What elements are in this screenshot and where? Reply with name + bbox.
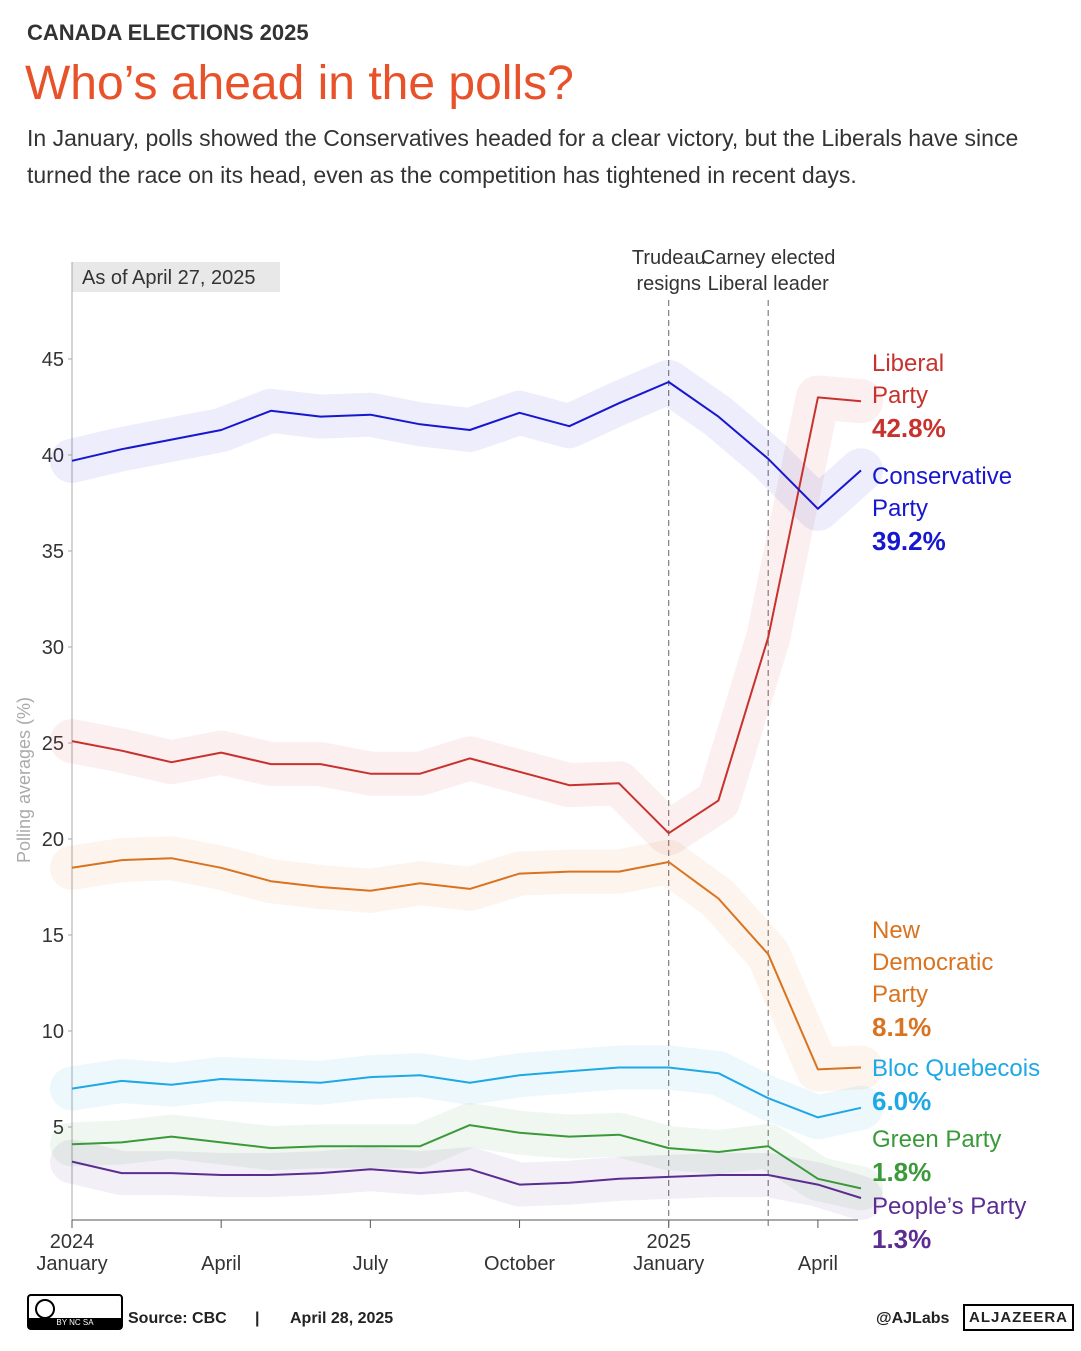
series-value: 8.1% bbox=[872, 1012, 932, 1042]
series-name: Conservative Party bbox=[872, 463, 1013, 522]
series-line bbox=[71, 1066, 862, 1119]
x-tick-label: April bbox=[201, 1253, 241, 1275]
series-value: 42.8% bbox=[872, 413, 946, 443]
y-axis-label: Polling averages (%) bbox=[14, 697, 34, 863]
series-value: 6.0% bbox=[872, 1086, 932, 1116]
note-box bbox=[72, 262, 280, 292]
series-line bbox=[71, 396, 862, 835]
series-name: Liberal Party bbox=[872, 350, 945, 409]
y-tick-label: 20 bbox=[42, 829, 64, 851]
license: BY NC SA bbox=[29, 1318, 121, 1328]
cc-icon bbox=[35, 1299, 55, 1319]
x-tick-label: January bbox=[36, 1253, 107, 1275]
confidence-band bbox=[50, 1139, 883, 1220]
date: April 28, 2025 bbox=[290, 1310, 394, 1327]
series-label: New Democratic Party 8.1% bbox=[872, 915, 1032, 1043]
chart: As of April 27, 2025 Polling averages (%… bbox=[14, 247, 883, 1275]
series-line bbox=[71, 857, 862, 1071]
series-label: Green Party 1.8% bbox=[872, 1124, 1081, 1188]
confidence-band bbox=[50, 836, 883, 1092]
series-value: 1.3% bbox=[872, 1224, 932, 1254]
series-value: 39.2% bbox=[872, 526, 946, 556]
series-line bbox=[71, 1160, 862, 1199]
series-name: New Democratic Party bbox=[872, 917, 994, 1008]
y-tick-label: 30 bbox=[42, 637, 64, 659]
x-tick-label: July bbox=[353, 1253, 389, 1275]
subtitle: In January, polls showed the Conservativ… bbox=[27, 125, 1019, 188]
y-tick-label: 35 bbox=[42, 541, 64, 563]
y-tick-label: 10 bbox=[42, 1021, 64, 1043]
license-badge: BY NC SA bbox=[27, 1294, 123, 1330]
footer: BY NC SA Source: CBC | April 28, 2025 @A… bbox=[0, 1294, 1081, 1340]
y-tick-label: 25 bbox=[42, 733, 64, 755]
series-name: People’s Party bbox=[872, 1193, 1027, 1220]
event-label: Carney elected Liberal leader bbox=[701, 247, 836, 295]
series-value: 1.8% bbox=[872, 1157, 932, 1187]
x-tick-label: October bbox=[484, 1253, 555, 1275]
y-tick-label: 45 bbox=[42, 349, 64, 371]
x-tick-label: April bbox=[798, 1253, 838, 1275]
series-label: Liberal Party 42.8% bbox=[872, 348, 972, 444]
series-name: Green Party bbox=[872, 1126, 1002, 1153]
x-tick-label: January bbox=[633, 1253, 704, 1275]
series-line bbox=[71, 381, 862, 510]
note: As of April 27, 2025 bbox=[82, 267, 255, 289]
brand: ALJAZEERA bbox=[963, 1304, 1075, 1331]
y-tick-label: 15 bbox=[42, 925, 64, 947]
series-name: Bloc Quebecois bbox=[872, 1055, 1041, 1082]
handle: @AJLabs bbox=[876, 1310, 950, 1327]
series-label: Conservative Party 39.2% bbox=[872, 461, 1042, 557]
y-tick-label: 40 bbox=[42, 445, 64, 467]
y-tick-label: 5 bbox=[53, 1117, 64, 1139]
confidence-band bbox=[50, 360, 883, 531]
x-tick-year: 2024 bbox=[50, 1231, 95, 1253]
x-tick-year: 2025 bbox=[646, 1231, 691, 1253]
kicker: CANADA ELECTIONS 2025 bbox=[27, 20, 309, 45]
series-label: People’s Party 1.3% bbox=[872, 1191, 1081, 1255]
separator: | bbox=[255, 1310, 260, 1327]
source: Source: CBC bbox=[128, 1310, 227, 1327]
title: Who’s ahead in the polls? bbox=[25, 57, 574, 110]
series-line bbox=[71, 1124, 862, 1190]
series-label: Bloc Quebecois 6.0% bbox=[872, 1053, 1081, 1117]
event-label: Trudeau resigns bbox=[632, 247, 706, 295]
